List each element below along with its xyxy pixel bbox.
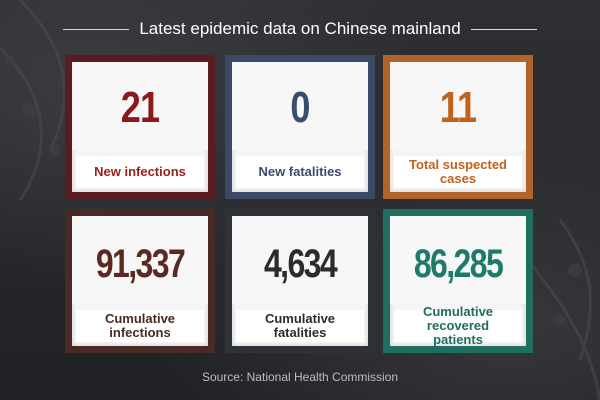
cumulative-fatalities-label: Cumulative fatalities: [236, 310, 364, 342]
card-inner: 11 Total suspected cases: [390, 62, 526, 192]
card-new-infections: 21 New infections: [65, 55, 215, 199]
card-new-fatalities: 0 New fatalities: [225, 55, 375, 199]
page-title: Latest epidemic data on Chinese mainland: [139, 19, 461, 38]
card-inner: 0 New fatalities: [232, 62, 368, 192]
card-inner: 86,285 Cumulative recovered patients: [390, 216, 526, 347]
cumulative-fatalities-value: 4,634: [263, 242, 338, 286]
header-right-rule: [470, 28, 537, 30]
cumulative-infections-value: 91,337: [95, 242, 186, 286]
cumulative-recovered-label: Cumulative recovered patients: [394, 305, 522, 347]
cumulative-recovered-value: 86,285: [413, 242, 504, 286]
card-value-panel: [232, 62, 368, 150]
card-value-panel: [232, 216, 368, 304]
total-suspected-label: Total suspected cases: [394, 156, 522, 188]
total-suspected-value: 11: [439, 83, 477, 132]
new-fatalities-label: New fatalities: [236, 156, 364, 188]
card-value-panel: [390, 62, 526, 150]
new-infections-value: 21: [120, 83, 160, 132]
card-value-panel: [72, 216, 208, 304]
card-value-panel: [72, 62, 208, 150]
card-cumulative-infections: 91,337 Cumulative infections: [65, 209, 215, 353]
new-fatalities-value: 0: [290, 83, 310, 132]
header: Latest epidemic data on Chinese mainland: [0, 14, 600, 44]
card-inner: 91,337 Cumulative infections: [72, 216, 208, 346]
card-total-suspected: 11 Total suspected cases: [383, 55, 533, 199]
card-value-panel: [390, 216, 526, 304]
cumulative-infections-label: Cumulative infections: [76, 310, 204, 342]
source-credit: Source: National Health Commission: [201, 370, 399, 384]
card-cumulative-fatalities: 4,634 Cumulative fatalities: [225, 209, 375, 353]
header-left-rule: [63, 28, 130, 30]
card-inner: 4,634 Cumulative fatalities: [232, 216, 368, 346]
card-inner: 21 New infections: [72, 62, 208, 192]
new-infections-label: New infections: [76, 156, 204, 188]
card-cumulative-recovered: 86,285 Cumulative recovered patients: [383, 209, 533, 353]
